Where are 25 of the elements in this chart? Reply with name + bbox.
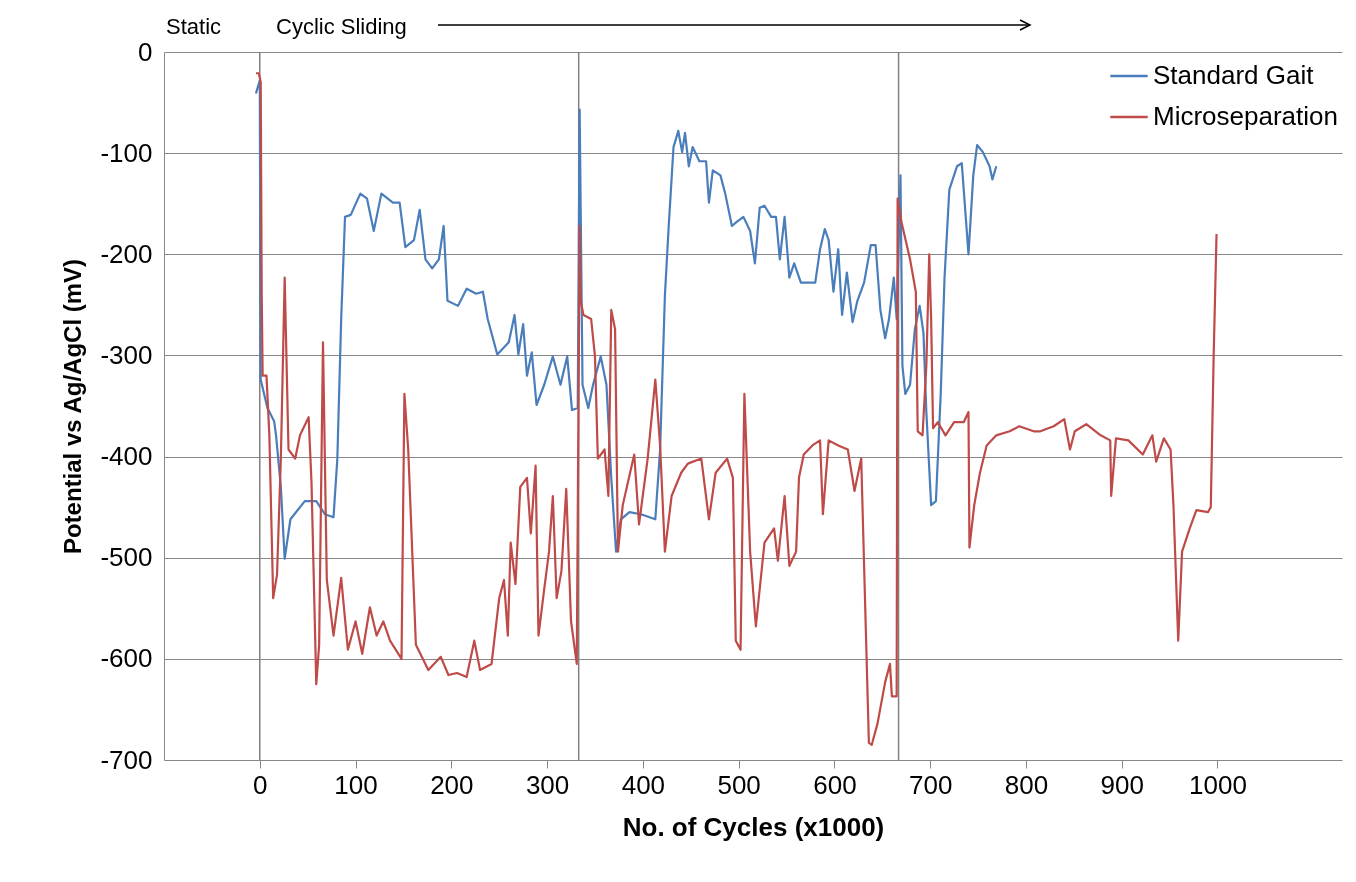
y-tick-label: 0 (138, 36, 153, 67)
legend-label: Microseparation (1153, 101, 1338, 131)
y-tick-label: -700 (100, 744, 153, 775)
x-tick-label: 300 (525, 769, 570, 800)
y-tick-label: -300 (100, 339, 153, 370)
x-tick-label: 700 (908, 769, 953, 800)
x-tick-label: 900 (1100, 769, 1144, 800)
x-axis-title: No. of Cycles (x1000) (622, 811, 885, 842)
x-tick-label: 1000 (1189, 769, 1247, 800)
x-tick-label: 600 (813, 769, 857, 800)
x-tick-label: 0 (253, 769, 268, 800)
x-tick-label: 800 (1004, 769, 1049, 800)
legend-label: Standard Gait (1153, 60, 1315, 90)
y-tick-label: -100 (100, 137, 153, 168)
y-axis-title: Potential vs Ag/AgCl (mV) (59, 258, 87, 555)
y-tick-label: -500 (100, 542, 153, 573)
y-tick-label: -400 (100, 441, 153, 472)
x-tick-label: 200 (430, 769, 474, 800)
x-tick-label: 400 (621, 769, 666, 800)
y-tick-label: -200 (100, 238, 153, 269)
text: Cyclic Sliding (276, 14, 407, 39)
x-tick-label: 500 (717, 769, 761, 800)
y-tick-label: -600 (100, 643, 153, 674)
x-tick-label: 100 (334, 769, 378, 800)
text: Static (166, 14, 222, 39)
